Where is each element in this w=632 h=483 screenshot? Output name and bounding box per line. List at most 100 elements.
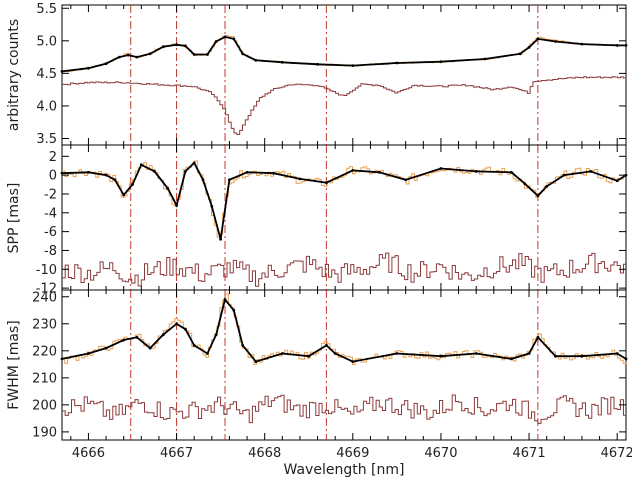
fit-point [135,335,139,339]
fit-point [131,183,134,186]
x-tick-label: 4672 [601,446,632,461]
fit-point [241,344,245,347]
fit-point [60,357,64,361]
fit-point [245,170,249,174]
x-tick-label: 4668 [248,446,281,461]
fit-point [510,357,513,361]
y-tick-label: 5.5 [36,2,57,17]
y-tick-label: 5.0 [36,34,57,49]
fit-point [325,181,328,185]
fit-point [615,44,619,47]
fit-point [351,64,355,67]
fit-point [377,170,381,174]
fit-point [536,37,540,41]
fit-point [113,178,117,182]
fit-point [214,40,218,43]
fit-point [184,170,187,173]
fit-point [148,52,152,56]
y-tick-label: -2 [44,187,57,202]
series-fit [61,35,626,73]
y-tick-label: 200 [32,398,57,413]
y-tick-label: -6 [44,225,57,240]
fit-point [139,163,143,167]
fit-point [280,60,284,64]
fit-point [395,352,399,355]
fit-point [536,194,540,198]
fwhm-panel: 190 200 210 220 230 240 FWHM [mas] [6,289,628,441]
fit-point [280,352,284,355]
series-residual [62,394,626,424]
fit-point [439,60,443,64]
x-tick-label: 4671 [513,446,546,461]
fit-point [254,360,258,363]
fit-point [161,333,165,336]
fwhm-ylabel: FWHM [mas] [6,320,22,409]
fit-point [201,178,205,182]
y-tick-label: -12 [36,282,57,297]
fit-point [474,352,478,355]
fit-point [439,354,443,358]
fit-point [351,169,355,172]
fit-point [241,52,245,56]
fit-point [206,53,209,56]
fit-point [87,352,90,355]
x-tick-label: 4667 [160,446,193,461]
fit-point [351,360,355,363]
y-tick-label: -8 [44,244,57,259]
fit-point [580,354,584,358]
fit-point [580,42,584,46]
y-tick-label: 240 [32,290,57,305]
fit-point [60,70,64,73]
fit-point [562,173,566,177]
fit-point [184,327,187,331]
fit-point [316,62,319,66]
fit-point [210,204,214,208]
fit-point [232,308,236,312]
y-tick-label: 4.5 [36,67,57,82]
y-tick-label: 4.0 [36,99,57,114]
counts-panel: 3.5 4.0 4.5 5.0 5.5 arbitrary counts [6,2,628,147]
fit-point [175,203,179,207]
fit-point [126,53,130,57]
fit-point [104,173,108,177]
fit-point [624,44,628,47]
fit-point [333,352,337,355]
x-tick-label: 4669 [336,446,369,461]
y-tick-label: 230 [32,317,57,332]
fit-point [527,45,531,49]
y-tick-label: 3.5 [36,132,57,147]
x-tick-label: 4666 [72,446,105,461]
fit-point [545,185,549,188]
fit-point [175,43,179,47]
fit-point [518,52,522,56]
fit-point [554,354,557,358]
fit-point [166,186,170,190]
fit-point [624,357,628,361]
fit-point [175,322,179,326]
fit-point [589,170,593,173]
counts-ylabel: arbitrary counts [6,19,22,131]
fit-point [523,182,527,186]
fit-point [404,178,408,182]
fit-point [536,335,540,339]
fit-point [254,58,258,62]
series-residual [62,252,626,287]
x-tick-label: 4670 [424,446,457,461]
spp-ylabel: SPP [mas] [6,183,22,254]
fit-point [214,333,218,336]
fit-point [483,57,487,61]
fit-point [122,338,126,342]
fit-point [60,171,64,175]
y-tick-label: 210 [32,371,57,386]
fit-point [192,53,196,56]
fit-point [615,352,619,355]
fit-point [510,170,513,174]
fit-point [148,346,152,350]
x-tick-labels: 4666 4667 4668 4669 4670 4671 4672 [72,446,632,461]
fit-point [298,177,302,181]
fit-point [87,66,90,70]
fit-point [192,161,196,165]
fit-point [474,170,478,173]
fit-point [87,170,90,174]
fit-point [307,354,311,358]
